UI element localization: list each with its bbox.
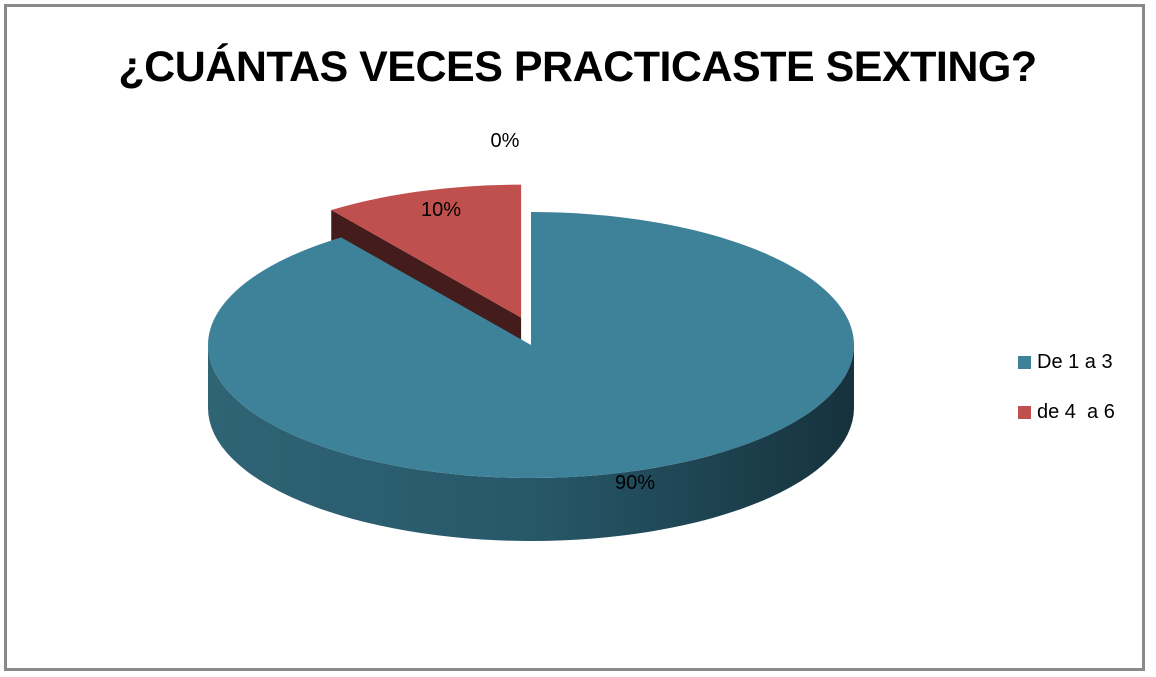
legend: De 1 a 3 de 4 a 6 [1018,350,1115,450]
chart-title: ¿CUÁNTAS VECES PRACTICASTE SEXTING? [118,43,1037,91]
pie-slice-de-4-a-6 [331,184,522,318]
legend-swatch [1018,355,1031,369]
legend-label: de 4 a 6 [1037,400,1115,423]
data-label: 10% [421,199,461,221]
legend-item-de-4-a-6: de 4 a 6 [1018,400,1115,424]
legend-label: De 1 a 3 [1037,350,1113,373]
pie-slice-de-1-a-3 [208,212,854,478]
chart-frame: ¿CUÁNTAS VECES PRACTICASTE SEXTING? [4,4,1145,671]
legend-item-de-1-a-3: De 1 a 3 [1018,350,1115,374]
data-label: 90% [615,472,655,494]
data-label: 0% [491,130,520,152]
legend-swatch [1018,405,1031,419]
pie-side-de-1-a-3 [208,345,854,541]
